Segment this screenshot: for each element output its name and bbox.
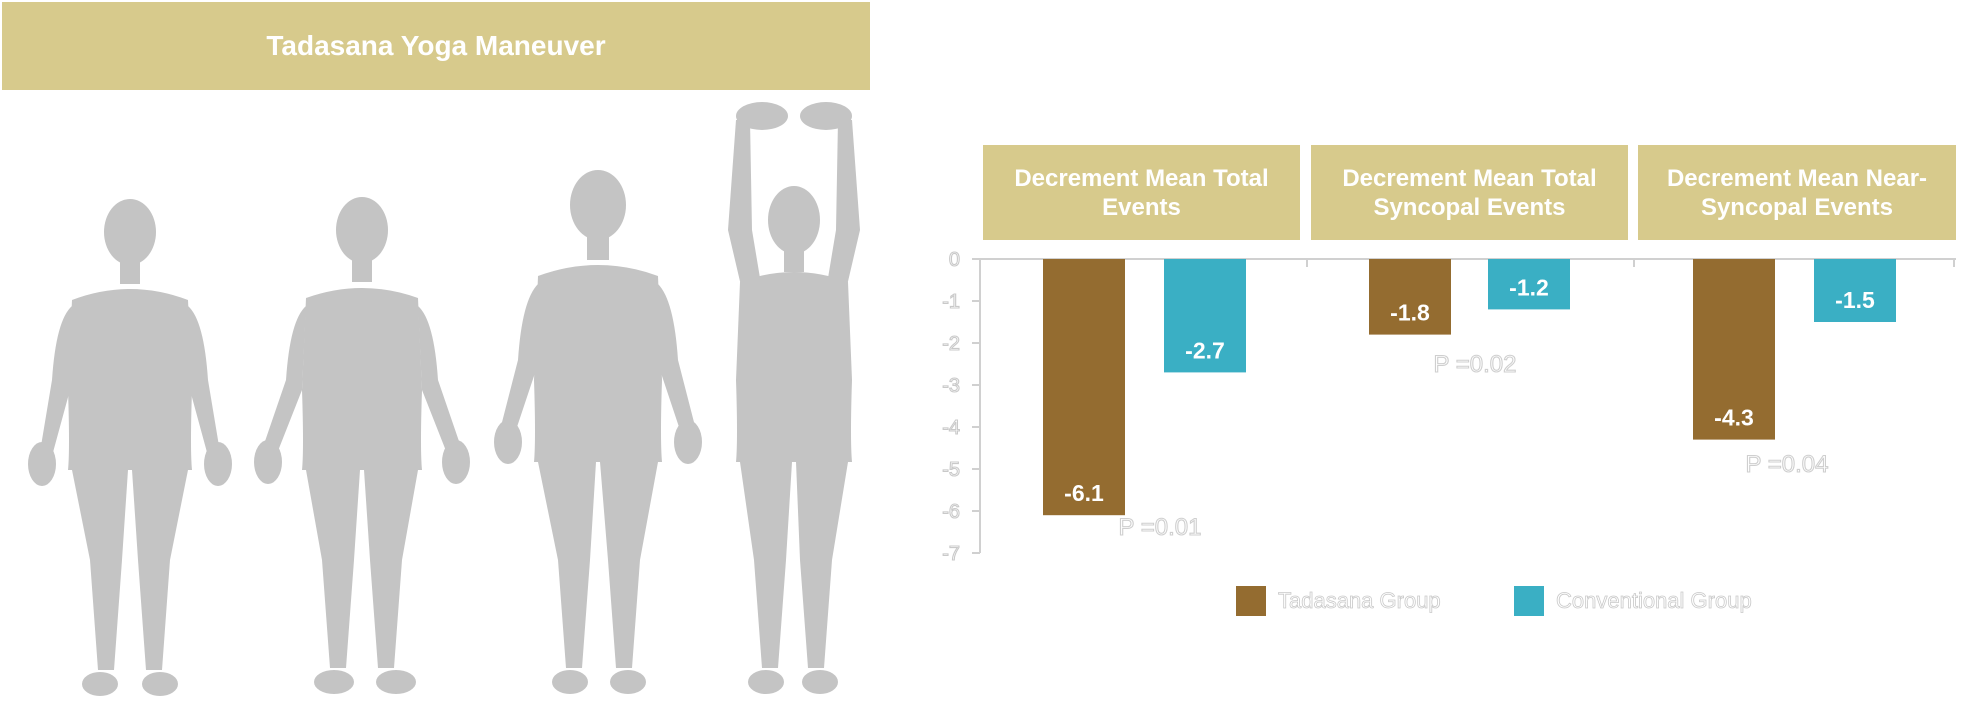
y-tick-label: -1 xyxy=(942,291,960,313)
y-tick-label: -5 xyxy=(942,459,960,481)
y-tick-label: -4 xyxy=(942,417,960,439)
bar-value-label: -4.3 xyxy=(1714,405,1754,431)
y-tick-label: 0 xyxy=(949,249,960,271)
panel-title-syncopal-events: Decrement Mean Total Syncopal Events xyxy=(1311,145,1628,240)
legend-swatch-conventional xyxy=(1514,586,1544,616)
y-tick-label: -2 xyxy=(942,333,960,355)
human-silhouette-icon xyxy=(28,199,232,696)
bar-value-label: -1.5 xyxy=(1835,287,1875,313)
bar-conventional xyxy=(1164,259,1246,373)
panel-title-near-syncopal-events: Decrement Mean Near-Syncopal Events xyxy=(1638,145,1956,240)
panel-title-total-events: Decrement Mean Total Events xyxy=(983,145,1300,240)
p-value-label: P =0.01 xyxy=(1119,514,1202,541)
bar-value-label: -2.7 xyxy=(1185,337,1225,363)
legend-swatch-tadasana xyxy=(1236,586,1266,616)
p-value-label: P =0.04 xyxy=(1746,451,1829,478)
p-value-label: P =0.02 xyxy=(1434,351,1517,378)
bar-tadasana xyxy=(1043,259,1125,516)
bar-value-label: -1.2 xyxy=(1509,274,1549,300)
legend-label-tadasana: Tadasana Group xyxy=(1278,588,1441,614)
human-silhouette-icon xyxy=(254,197,470,694)
bar-tadasana xyxy=(1369,259,1451,335)
legend-item-conventional: Conventional Group xyxy=(1514,586,1752,616)
bar-conventional xyxy=(1814,259,1896,322)
bar-tadasana xyxy=(1693,259,1775,440)
legend-item-tadasana: Tadasana Group xyxy=(1236,586,1441,616)
human-silhouette-icon xyxy=(728,102,860,694)
legend-label-conventional: Conventional Group xyxy=(1556,588,1752,614)
y-tick-label: -7 xyxy=(942,543,960,565)
y-tick-label: -6 xyxy=(942,501,960,523)
human-silhouette-icon xyxy=(494,170,702,694)
yoga-figures xyxy=(28,102,860,696)
y-tick-label: -3 xyxy=(942,375,960,397)
banner-title: Tadasana Yoga Maneuver xyxy=(2,2,870,90)
bar-conventional xyxy=(1488,259,1570,310)
bar-value-label: -6.1 xyxy=(1064,480,1104,506)
bar-value-label: -1.8 xyxy=(1390,300,1430,326)
